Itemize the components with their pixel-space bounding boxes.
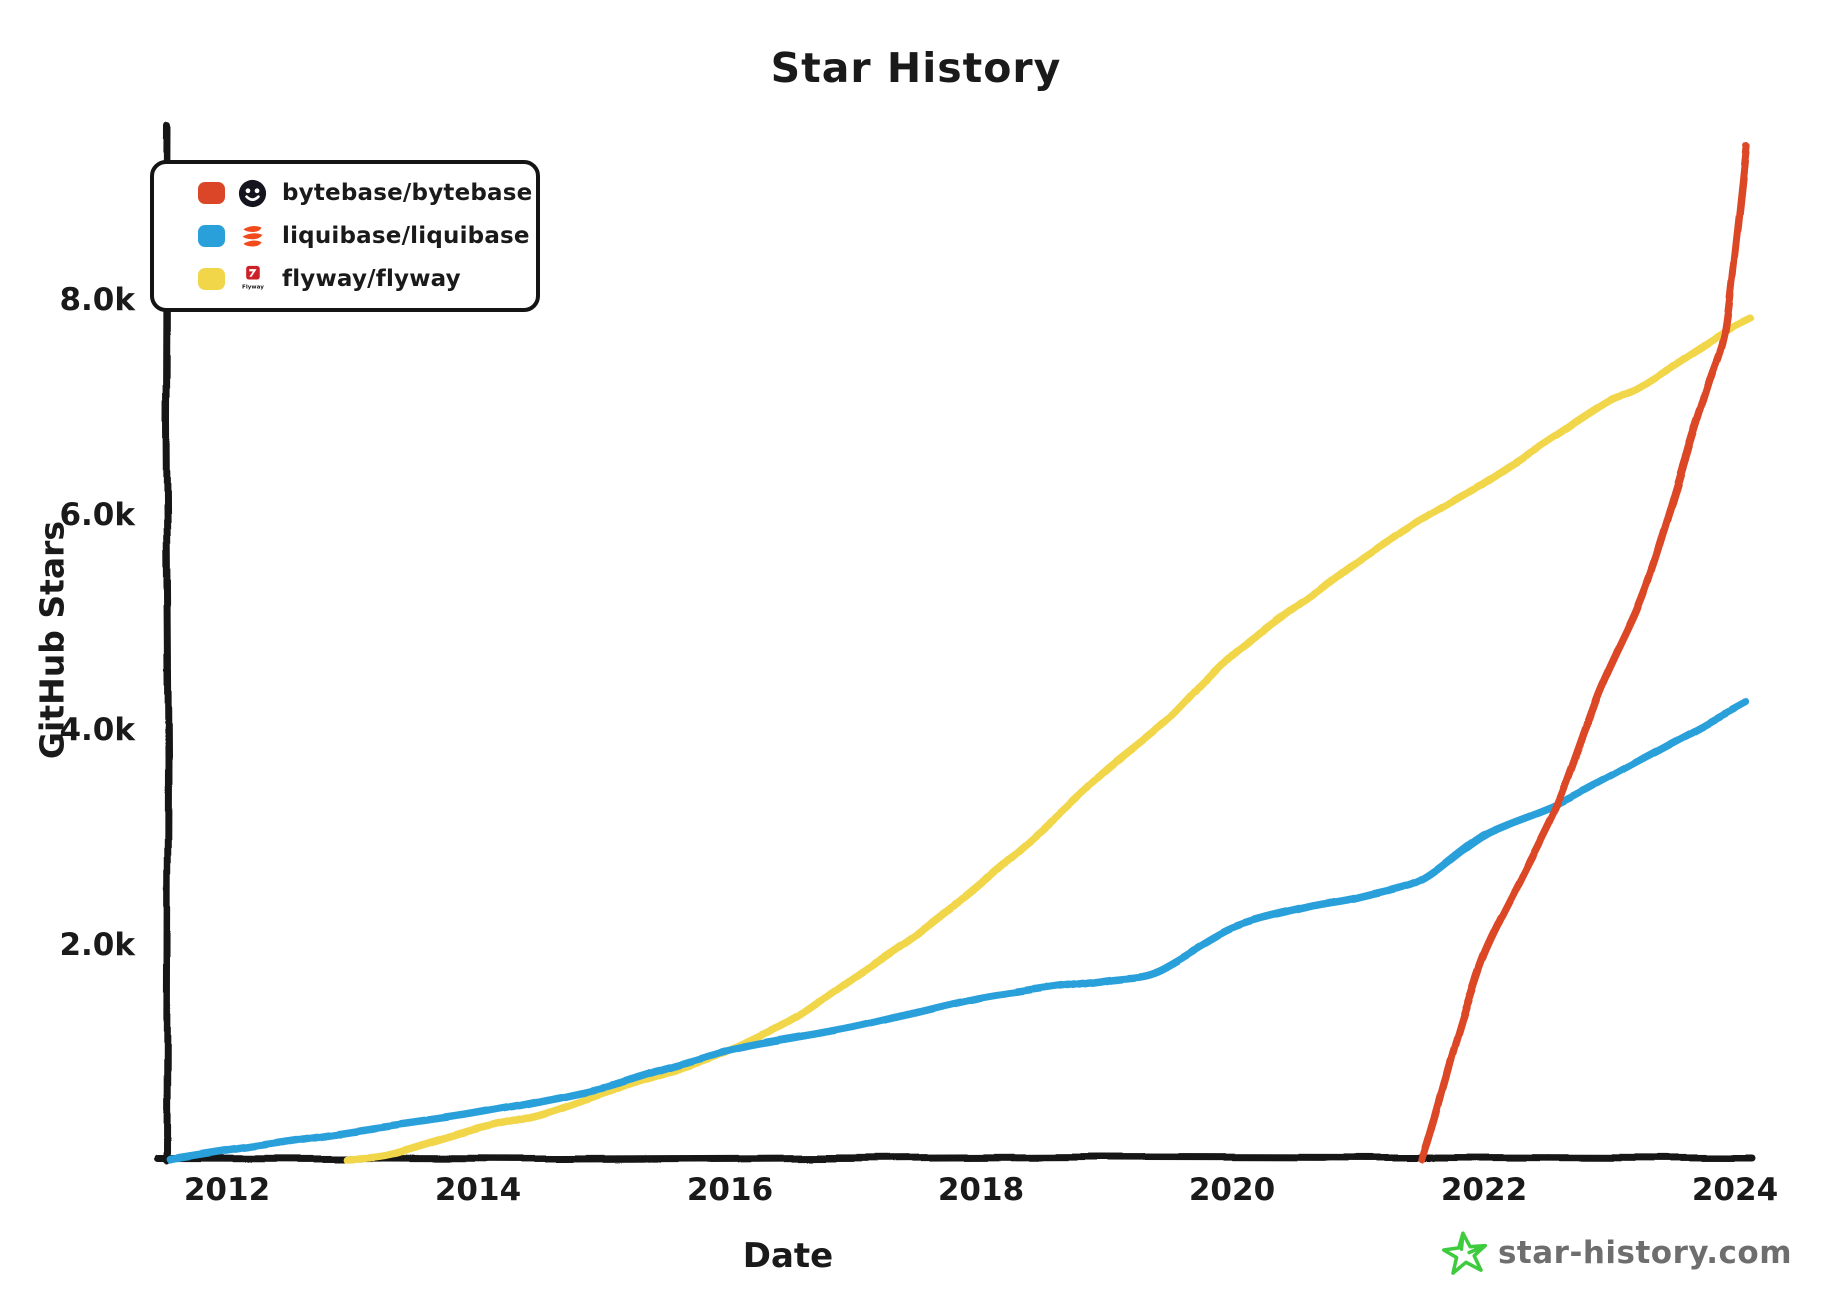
- x-tick-2022: 2022: [1440, 1172, 1528, 1208]
- x-axis-line: [154, 1153, 1756, 1163]
- legend-item-flyway: Flyway flyway/flyway: [198, 265, 536, 293]
- y-tick-2k: 2.0k: [59, 927, 135, 963]
- y-tick-4k: 4.0k: [59, 712, 135, 748]
- legend-box: bytebase/bytebase liquibase/liquibase Fl…: [150, 160, 540, 312]
- legend-item-liquibase: liquibase/liquibase: [198, 222, 536, 250]
- liquibase-logo-icon: [242, 225, 263, 246]
- series-line-flyway: [342, 315, 1754, 1163]
- legend-label-liquibase: liquibase/liquibase: [282, 223, 530, 249]
- x-tick-2024: 2024: [1691, 1172, 1779, 1208]
- bytebase-avatar-icon: [238, 179, 267, 207]
- chart-title: Star History: [770, 44, 1062, 92]
- series-line-liquibase: [166, 698, 1751, 1163]
- x-tick-2014: 2014: [434, 1172, 522, 1208]
- footer-site-label: star-history.com: [1497, 1235, 1792, 1271]
- legend-label-bytebase: bytebase/bytebase: [282, 180, 533, 206]
- y-tick-6k: 6.0k: [59, 497, 135, 533]
- x-tick-2016: 2016: [686, 1172, 774, 1208]
- legend-label-flyway: flyway/flyway: [282, 266, 461, 292]
- x-axis-title: Date: [742, 1236, 834, 1276]
- legend-item-bytebase: bytebase/bytebase: [198, 179, 536, 207]
- x-tick-2020: 2020: [1188, 1172, 1276, 1208]
- flyway-logo-caption: Flyway: [242, 284, 264, 290]
- liquibase-color-swatch: [198, 225, 225, 247]
- x-tick-2012: 2012: [183, 1172, 271, 1208]
- flyway-color-swatch: [198, 268, 225, 290]
- footer-watermark: star-history.com: [1440, 1228, 1792, 1278]
- bytebase-color-swatch: [198, 182, 225, 204]
- star-doodle-icon: [1441, 1231, 1487, 1275]
- y-tick-8k: 8.0k: [59, 282, 135, 318]
- x-tick-2018: 2018: [937, 1172, 1025, 1208]
- series-line-bytebase: [1418, 142, 1751, 1163]
- flyway-logo-icon: Flyway: [242, 265, 264, 290]
